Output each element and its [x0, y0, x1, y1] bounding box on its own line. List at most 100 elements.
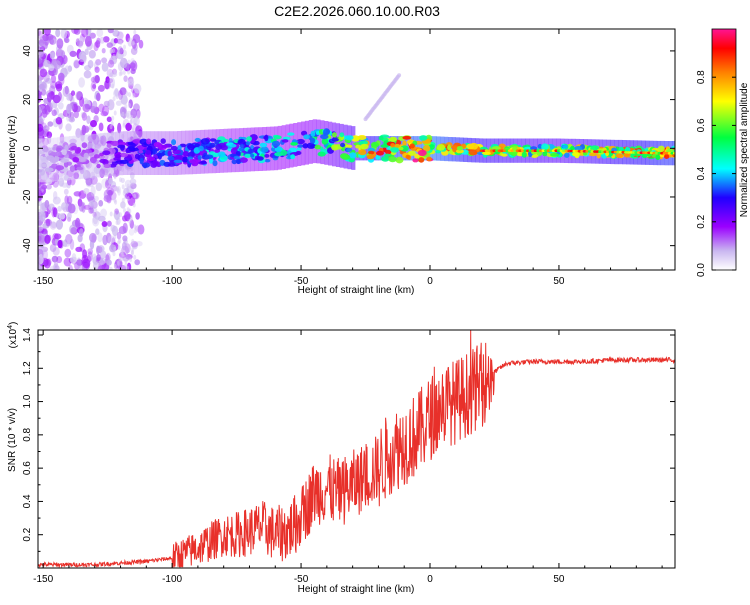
snr-frame [37, 329, 676, 569]
spectrogram-ridge-blob [572, 152, 579, 157]
spectrogram-band [127, 131, 132, 175]
spectrogram-noise-blob [124, 103, 128, 109]
spectrogram-noise-blob [55, 83, 63, 92]
spectrogram-noise-blob [67, 103, 74, 111]
spectrogram-ridge-blob [87, 142, 93, 148]
spectrogram-noise-blob [107, 235, 115, 245]
spectrogram-ridge-blob [408, 150, 416, 156]
spectrogram-noise-blob [54, 233, 62, 240]
spectrogram-noise-blob [138, 39, 144, 49]
spectrogram-ridge-blob [297, 144, 304, 148]
spectrogram-noise-blob [58, 213, 66, 220]
spectrogram-ridge-blob [215, 144, 223, 150]
spectrogram-band [107, 132, 112, 177]
spectrogram-noise-blob [126, 183, 130, 189]
spectrogram-ridge-blob [331, 132, 337, 138]
spectrogram-ridge-blob [339, 132, 345, 138]
spectrogram-ridge-blob [481, 151, 491, 155]
spectrogram-noise-blob [44, 200, 50, 209]
snr-x-tick-label: -150 [33, 574, 53, 585]
spectrogram-noise-blob [105, 76, 110, 84]
spectrogram-noise-blob [90, 120, 97, 128]
spectrogram-noise-blob [126, 196, 130, 202]
spectrogram-ridge-blob [390, 146, 400, 153]
spectrogram-noise-blob [72, 103, 78, 113]
spectrogram-noise-blob [69, 50, 77, 58]
spectrogram-band [223, 128, 228, 173]
spectrogram-axes: -150 -100 -50 0 50 -40 -20 0 20 40 [22, 29, 675, 287]
spectrogram-noise-blob [51, 206, 56, 218]
spectrogram-noise-blob [92, 75, 100, 84]
spectrogram-noise-blob [125, 33, 130, 43]
spectrogram-ridge-blob [317, 151, 326, 157]
spectrogram-x-tick-label: -50 [294, 276, 309, 287]
spectrogram-noise-blob [101, 62, 109, 72]
spectrogram-noise-blob [131, 127, 135, 133]
spectrogram-noise-blob [96, 92, 101, 102]
spectrogram-ridge-blob [273, 135, 282, 140]
spectrogram-ridge-blob [200, 138, 210, 145]
spectrogram-noise-blob [71, 29, 79, 34]
spectrogram-noise-blob [106, 116, 112, 123]
colorbar-tick-label: 0.0 [696, 263, 707, 277]
spectrogram-ridge-blob [302, 143, 309, 149]
spectrogram-noise-blob [45, 184, 52, 190]
spectrogram-noise-blob [129, 119, 133, 124]
spectrogram-ridge-blob [521, 151, 527, 158]
spectrogram-ridge-blob [134, 153, 140, 160]
spectrogram-noise-blob [130, 81, 134, 87]
spectrogram-ridge-blob [174, 154, 183, 160]
spectrogram-noise-blob [46, 258, 52, 266]
spectrogram-noise-blob [38, 235, 42, 242]
spectrogram-ridge-blob [177, 145, 182, 151]
spectrogram-ridge-blob [244, 153, 252, 158]
spectrogram-noise-blob [43, 29, 51, 36]
spectrogram-ridge-blob [426, 156, 432, 162]
spectrogram-noise-blob [122, 222, 128, 234]
snr-y-tick-label: 0.4 [22, 494, 33, 508]
spectrogram-ridge-blob [237, 138, 246, 146]
spectrogram-noise-blob [131, 40, 135, 46]
spectrogram-noise-blob [107, 29, 114, 34]
spectrogram-ridge-blob [103, 163, 112, 169]
spectrogram-ridge-blob [378, 135, 384, 141]
spectrogram-noise-blob [38, 78, 42, 85]
spectrogram-ridge-blob [170, 145, 178, 151]
spectrogram-ridge-blob [138, 149, 144, 154]
spectrogram-noise-blob [112, 54, 116, 59]
spectrogram-noise-blob [126, 112, 130, 118]
spectrogram-ridge-blob [106, 143, 112, 149]
spectrogram-noise-blob [120, 201, 126, 209]
colorbar-tick-label: 0.4 [696, 166, 707, 180]
spectrogram-x-tick-label: -150 [33, 276, 53, 287]
spectrogram-noise-blob [57, 91, 62, 101]
spectrogram-noise-blob [49, 38, 55, 45]
spectrogram-noise-blob [115, 53, 119, 59]
colorbar-tick-label: 0.6 [696, 118, 707, 132]
spectrogram-noise-blob [38, 91, 43, 100]
spectrogram-ridge-blob [390, 143, 396, 148]
spectrogram-noise-blob [130, 47, 138, 55]
spectrogram-band [316, 119, 321, 164]
spectrogram-noise-blob [101, 48, 106, 54]
spectrogram-noise-blob [118, 95, 122, 101]
spectrogram-noise-blob [38, 39, 45, 47]
snr-y-tick-label: 1.0 [22, 394, 33, 408]
spectrogram-noise-blob [47, 121, 54, 127]
spectrogram-noise-blob [38, 244, 43, 250]
spectrogram-band [351, 126, 356, 170]
spectrogram-noise-blob [95, 182, 103, 192]
snr-y-tick-label: 1.2 [22, 361, 33, 375]
spectrogram-ridge-blob [588, 152, 598, 157]
spectrogram-ridge-blob [264, 159, 271, 163]
spectrogram-noise-blob [115, 187, 119, 193]
spectrogram-ridge-blob [398, 146, 404, 151]
spectrogram-ridge-blob [239, 157, 248, 163]
spectrogram-ridge-blob [380, 144, 390, 148]
spectrogram-ridge-blob [501, 153, 508, 157]
spectrogram-ridge-blob [146, 156, 156, 161]
spectrogram-noise-blob [78, 201, 85, 212]
spectrogram-ridge-blob [456, 146, 463, 151]
spectrogram-ridge-blob [189, 158, 199, 164]
